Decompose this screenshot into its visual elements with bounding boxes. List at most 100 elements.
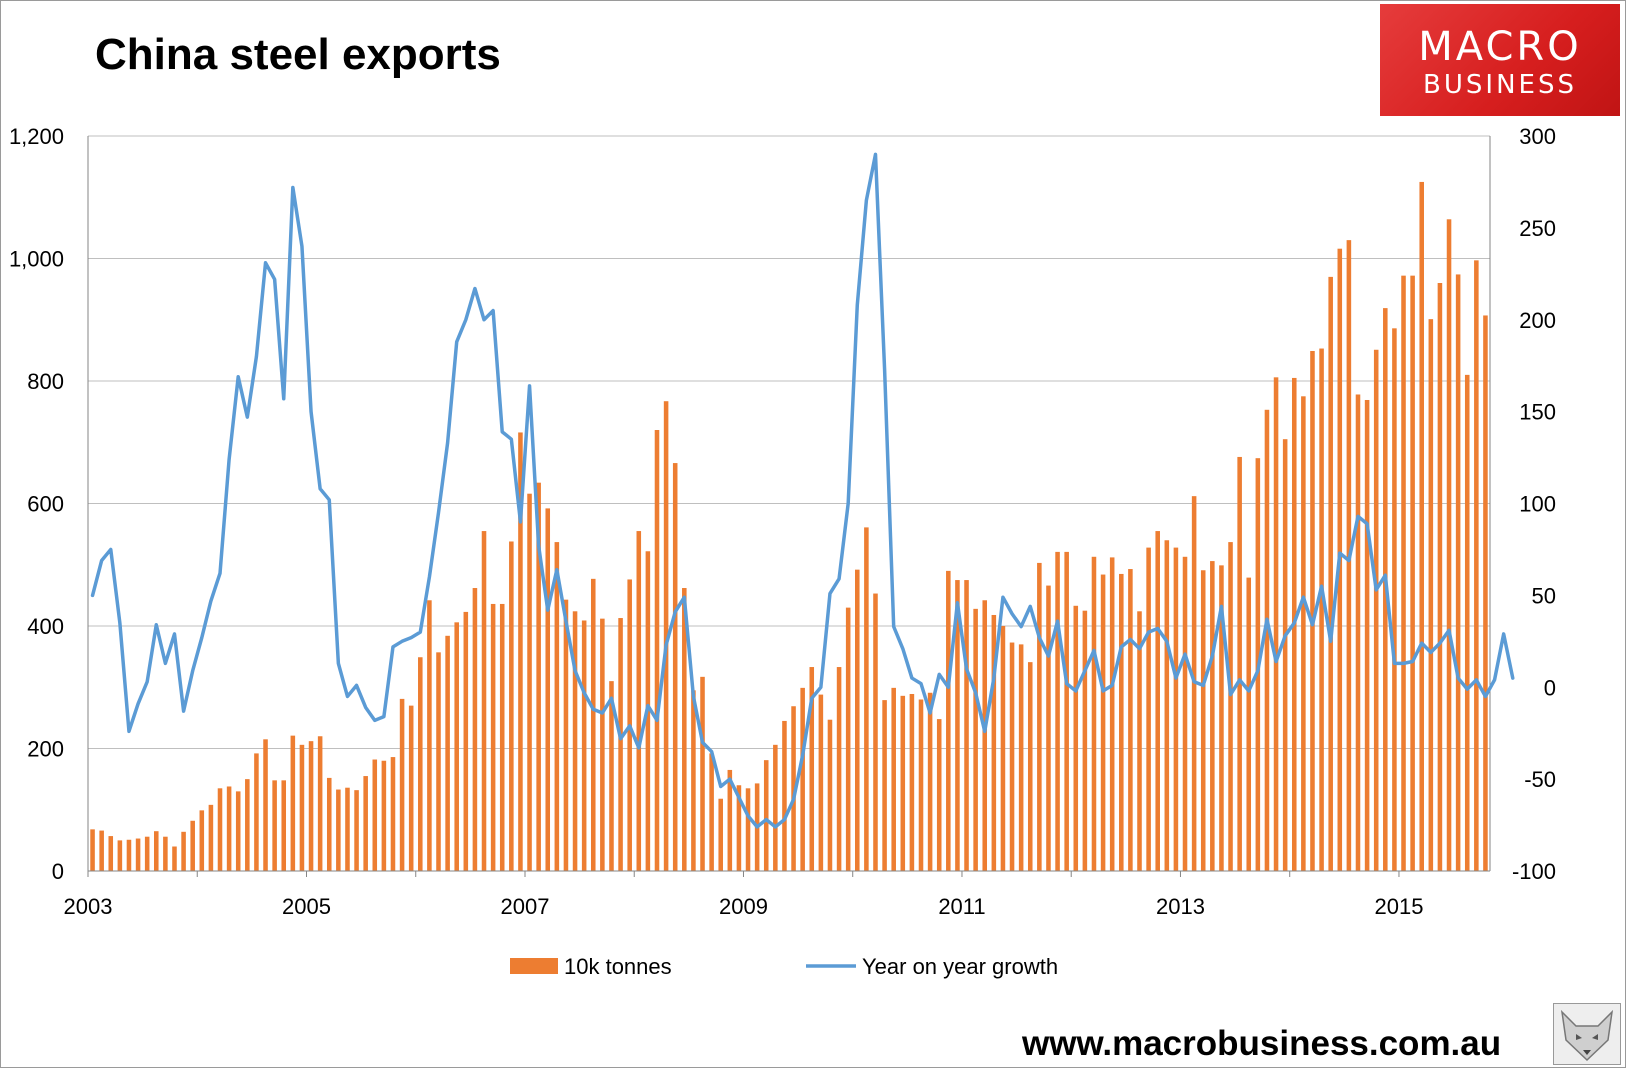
left-axis-tick-label: 200 [27,737,64,762]
legend-label-line: Year on year growth [862,954,1058,979]
left-axis-tick-label: 1,000 [9,247,64,272]
bar [946,570,951,872]
bar [609,681,614,872]
bar [918,699,924,871]
bar [1319,348,1324,871]
bar [1474,260,1479,872]
bar [827,719,833,871]
bar [1355,394,1361,871]
bar [536,482,541,871]
bar [154,831,159,871]
bar [126,839,132,871]
bar [572,611,578,871]
bar [1328,276,1333,872]
bar [481,531,487,871]
bar [1182,556,1188,871]
bar [864,527,869,871]
bar [326,777,332,871]
bar [845,607,851,872]
bar [973,608,978,871]
bar [518,432,523,871]
bar [272,780,277,871]
bar [1364,399,1370,871]
right-axis-tick-label: 150 [1519,400,1556,425]
wolf-icon [1560,1009,1614,1062]
bar [1210,561,1215,871]
right-axis-tick-label: -50 [1524,767,1556,792]
bar [891,687,896,871]
bar [927,692,933,871]
bar [445,635,450,871]
bar [1483,315,1488,872]
left-axis-tick-label: 1,200 [9,124,64,149]
bar [490,603,496,871]
bar [736,785,742,871]
bar [1200,570,1206,871]
bar [700,676,705,871]
x-axis-tick-label: 2009 [719,894,768,919]
bar [117,840,123,872]
bar [1401,275,1406,871]
bar [745,788,751,871]
bar [499,603,505,871]
bar [208,804,214,871]
bar [336,789,341,871]
bar [317,736,323,871]
bar [545,508,551,871]
logo-line-2: BUSINESS [1423,70,1577,100]
bar [354,790,359,871]
bar [235,791,241,872]
bar [1082,610,1088,871]
bar [390,757,396,871]
bar [654,430,660,871]
bar [936,719,942,871]
line-series-yoy [90,152,1515,829]
bar [882,700,887,871]
bar [1419,181,1424,871]
bar [727,769,733,871]
bar [1073,605,1079,871]
bar [1410,275,1415,871]
bar [1437,283,1443,871]
x-axis-tick-label: 2003 [64,894,113,919]
bar [836,667,842,871]
bar [217,788,223,871]
bar [1000,626,1006,871]
right-axis-tick-label: 300 [1519,124,1556,149]
bar [408,705,414,872]
chart-title: China steel exports [95,30,501,79]
bar [1146,547,1151,871]
bar [809,667,815,871]
website-url: www.macrobusiness.com.au [1022,1024,1502,1063]
bar [791,706,796,871]
bar [991,614,997,871]
bar [1119,573,1124,871]
bar [800,687,805,871]
bar [964,580,969,871]
bar [1018,644,1024,872]
bar [909,693,915,871]
bar [1137,611,1142,871]
bar [1109,557,1115,871]
bar [1392,328,1397,872]
bar [1428,319,1434,871]
bar [1246,577,1252,871]
bar [1100,574,1106,871]
x-axis-tick-label: 2005 [282,894,331,919]
bar [773,744,778,871]
bar [1128,569,1133,871]
bar [782,720,787,871]
bar [281,780,287,871]
bar [1228,542,1233,871]
bar [1282,439,1288,871]
bar [1464,374,1470,871]
bar [581,620,587,871]
bar [144,836,150,871]
right-axis-tick-label: 200 [1519,308,1556,333]
bar [135,838,141,871]
bar [181,831,186,871]
bar [1027,662,1033,871]
right-axis-tick-label: 100 [1519,492,1556,517]
bar [463,611,469,871]
right-axis-tick-label: 0 [1544,675,1556,700]
